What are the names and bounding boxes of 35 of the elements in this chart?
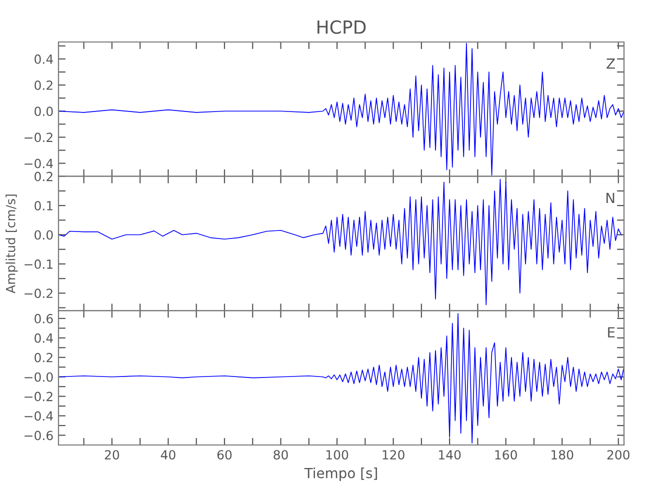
line-series [58, 178, 622, 306]
x-tick-label: 120 [382, 450, 404, 460]
y-tick-label: −0.2 [24, 132, 52, 142]
x-tick-label: 140 [439, 450, 461, 460]
y-tick-label: 0.4 [34, 333, 53, 343]
x-tick-label: 40 [160, 450, 176, 460]
y-tick-label: 0.1 [34, 201, 52, 210]
y-tick-label: 0.0 [34, 230, 53, 240]
annotation: E [608, 327, 615, 338]
y-tick-label: 0.2 [34, 80, 52, 90]
x-tick-label: 180 [552, 450, 574, 460]
x-tick-label: 80 [274, 450, 288, 460]
x-tick-label: 160 [495, 450, 517, 460]
y-tick-label: 0.2 [34, 352, 52, 362]
x-tick-label: 60 [217, 450, 232, 460]
x-tick-label: 20 [104, 450, 120, 460]
y-tick-label: 0.0 [34, 106, 53, 116]
x-tick-label: 100 [326, 450, 348, 460]
y-tick-label: 0.6 [34, 314, 53, 324]
y-tick-label: −0.4 [24, 158, 53, 168]
y-tick-label: −0.2 [24, 288, 52, 298]
y-tick-label: 0.4 [34, 54, 53, 64]
x-axis-title: Tiempo [s] [304, 468, 377, 481]
y-tick-label: −0.2 [24, 392, 52, 402]
chart-title: HCPD [318, 20, 366, 34]
y-tick-label: 0.2 [34, 172, 52, 182]
annotation: Z [606, 58, 615, 69]
annotation: N [606, 192, 614, 204]
y-tick-label: −0.0 [24, 372, 53, 382]
line-series [58, 313, 624, 444]
x-tick-label: 200 [607, 450, 630, 460]
y-axis-title: Amplitud [cm/s] [6, 194, 18, 294]
y-tick-label: −0.1 [24, 259, 52, 269]
y-tick-label: −0.6 [24, 430, 53, 440]
y-tick-label: −0.4 [24, 411, 53, 421]
